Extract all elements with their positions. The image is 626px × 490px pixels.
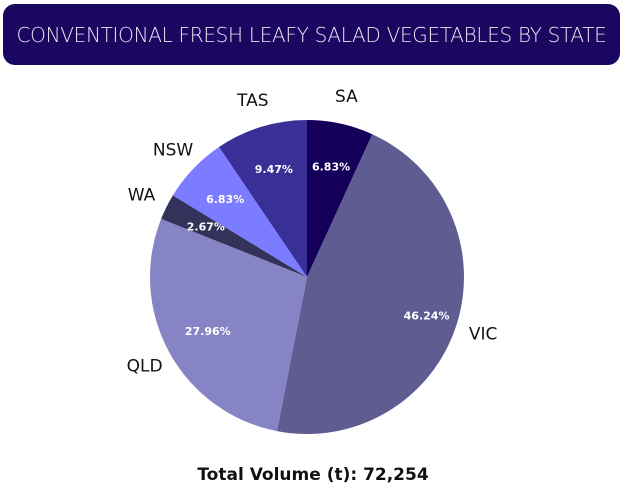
pie-slice-wa xyxy=(161,195,307,277)
total-volume: Total Volume (t): 72,254 xyxy=(197,465,429,485)
pie-slice-vic xyxy=(276,134,465,435)
data-label-wa: 2.67% xyxy=(187,221,225,234)
category-label-tas: TAS xyxy=(236,91,269,111)
data-label-sa: 6.83% xyxy=(312,161,350,174)
data-label-tas: 9.47% xyxy=(255,163,293,176)
title-banner: CONVENTIONAL FRESH LEAFY SALAD VEGETABLE… xyxy=(3,4,620,65)
category-label-nsw: NSW xyxy=(153,140,194,160)
category-label-wa: WA xyxy=(128,185,156,205)
pie-slice-tas xyxy=(218,120,307,277)
data-label-vic: 46.24% xyxy=(404,309,450,322)
category-label-qld: QLD xyxy=(127,357,163,377)
chart-title: CONVENTIONAL FRESH LEAFY SALAD VEGETABLE… xyxy=(16,22,607,47)
data-label-qld: 27.96% xyxy=(185,325,231,338)
pie-slice-sa xyxy=(307,120,373,277)
pie-slice-qld xyxy=(149,218,307,432)
pie-slice-nsw xyxy=(172,146,307,277)
data-label-nsw: 6.83% xyxy=(206,193,244,206)
category-label-sa: SA xyxy=(335,87,358,107)
category-label-vic: VIC xyxy=(469,325,498,345)
